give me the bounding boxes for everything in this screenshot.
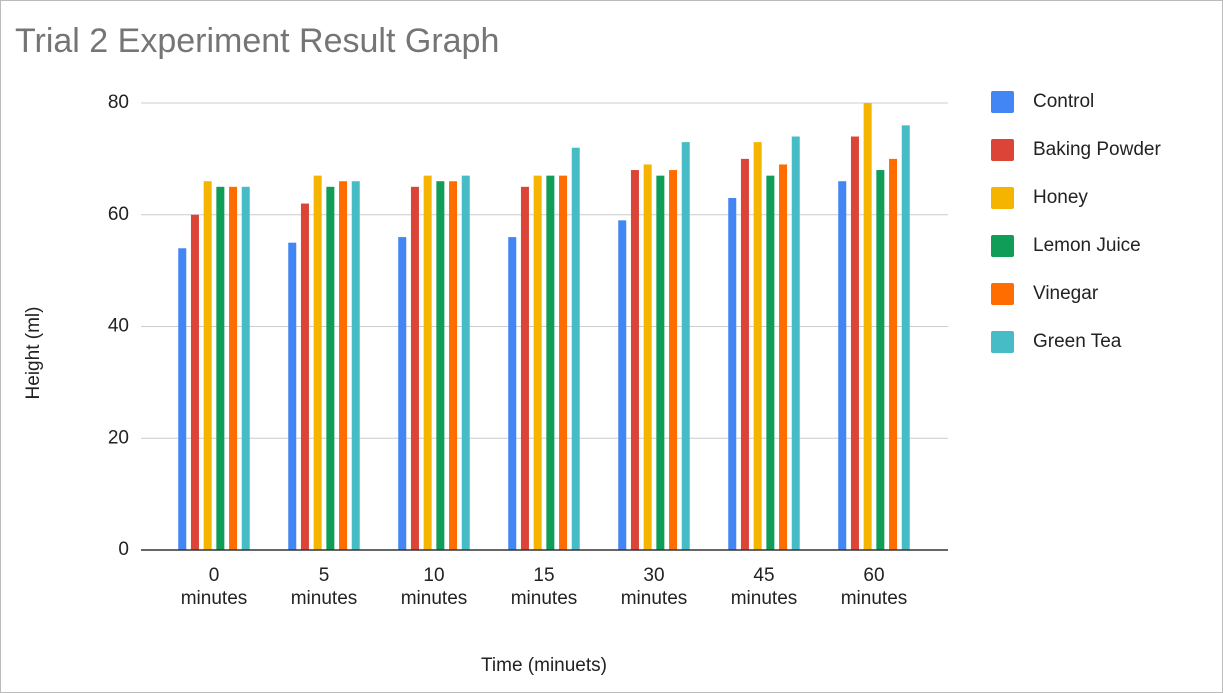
bar [876,170,885,551]
bar [779,164,788,550]
x-axis-label: Time (minuets) [481,655,607,676]
bar [288,242,297,550]
bar [571,147,580,550]
bar [241,186,250,550]
bar [178,248,187,550]
legend-label: Baking Powder [1033,139,1161,160]
legend-label: Lemon Juice [1033,235,1141,256]
y-tick-label: 80 [108,92,129,113]
y-tick-label: 60 [108,204,129,225]
bar [850,136,859,550]
y-tick-label: 20 [108,427,129,448]
y-axis-label: Height (ml) [23,307,44,400]
chart-title: Trial 2 Experiment Result Graph [15,22,499,60]
y-tick-label: 40 [108,316,129,337]
bar [410,186,419,550]
bar [559,175,568,550]
x-tick-label: 60 minutes [840,565,908,609]
bar [216,186,225,550]
bar [728,197,737,551]
bar [229,186,238,550]
bar [508,237,517,550]
x-tick-label: 30 minutes [620,565,688,609]
x-tick-label: 15 minutes [510,565,578,609]
bar [436,181,445,550]
bar [618,220,627,550]
bar [533,175,542,550]
bar [326,186,335,550]
legend-swatch [991,283,1014,305]
legend-label: Control [1033,91,1094,112]
bar [203,181,212,550]
y-tick-label: 0 [118,539,129,560]
bar [313,175,322,550]
bar [520,186,529,550]
legend-swatch [991,139,1014,161]
legend-label: Green Tea [1033,331,1122,352]
x-tick-label: 10 minutes [400,565,468,609]
bar [766,175,775,550]
bar [889,158,898,550]
legend-label: Vinegar [1033,283,1099,304]
bar [740,158,749,550]
bar [656,175,665,550]
bar [630,170,639,551]
legend-swatch [991,91,1014,113]
legend-swatch [991,331,1014,353]
bar [838,181,847,550]
bar [461,175,470,550]
x-tick-label: 0 minutes [180,565,248,609]
bar [753,142,762,551]
x-tick-label: 5 minutes [290,565,358,609]
bar [901,125,910,550]
legend-label: Honey [1033,187,1088,208]
legend-swatch [991,235,1014,257]
bar [300,203,309,550]
x-tick-label: 45 minutes [730,565,798,609]
legend-swatch [991,187,1014,209]
bar [669,170,678,551]
bar [449,181,458,550]
bar [546,175,555,550]
bar [339,181,348,550]
bar [398,237,407,550]
bar [791,136,800,550]
bar [681,142,690,551]
bar [863,103,872,550]
bar [643,164,652,550]
bar [190,214,199,550]
bar [351,181,360,550]
bar [423,175,432,550]
